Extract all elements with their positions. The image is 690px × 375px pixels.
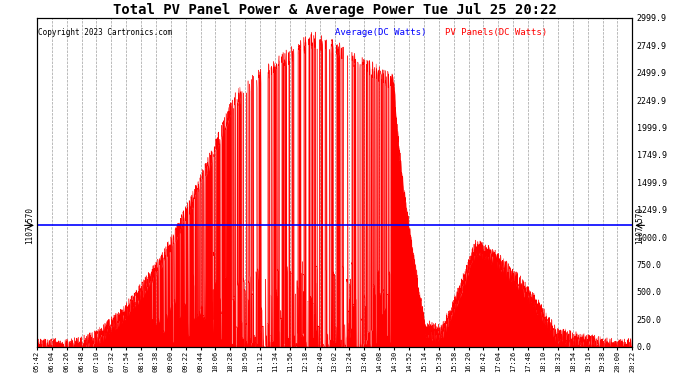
Text: 1107.570: 1107.570 bbox=[635, 207, 644, 244]
Title: Total PV Panel Power & Average Power Tue Jul 25 20:22: Total PV Panel Power & Average Power Tue… bbox=[112, 3, 557, 17]
Text: Copyright 2023 Cartronics.com: Copyright 2023 Cartronics.com bbox=[38, 28, 172, 37]
Text: 1107.570: 1107.570 bbox=[25, 207, 34, 244]
Text: PV Panels(DC Watts): PV Panels(DC Watts) bbox=[445, 28, 547, 37]
Text: Average(DC Watts): Average(DC Watts) bbox=[335, 28, 426, 37]
